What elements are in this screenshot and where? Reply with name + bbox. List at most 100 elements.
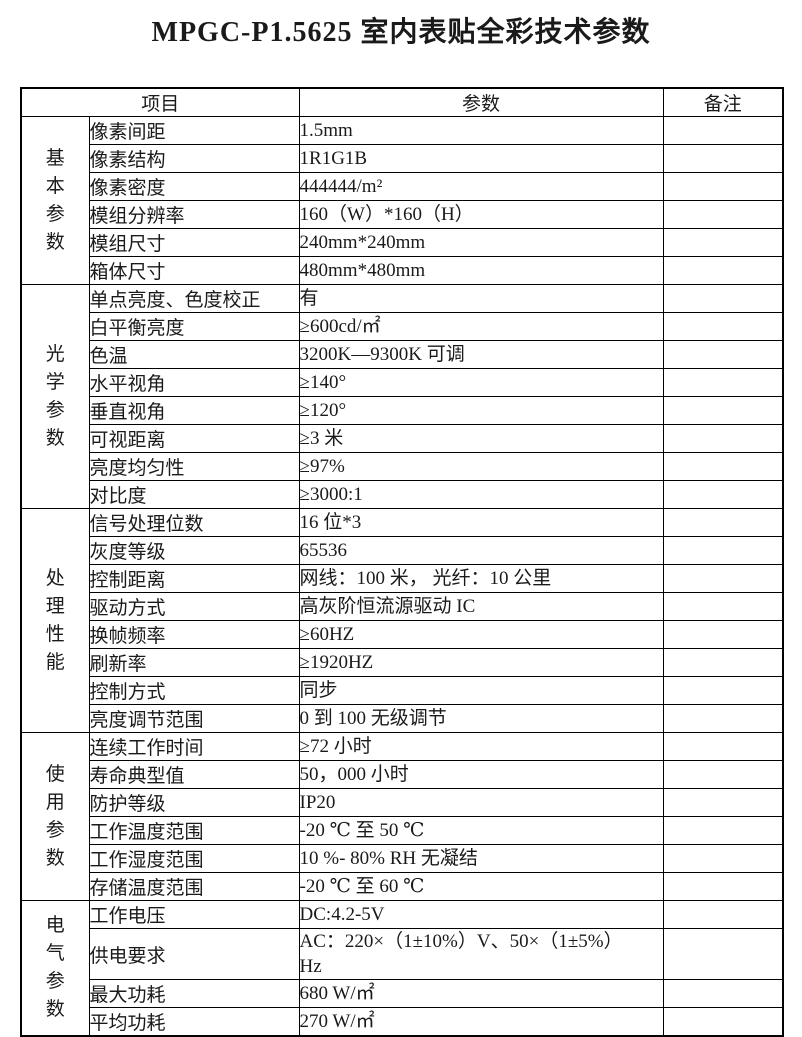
group-label-usage: 使用参数 — [20, 732, 90, 901]
item-cell: 白平衡亮度 — [88, 312, 300, 341]
table-row: 控制距离 网线：100 米， 光纤：10 公里 — [21, 564, 784, 593]
param-cell: ≥3000:1 — [298, 480, 664, 509]
remark-cell — [662, 536, 784, 565]
remark-cell — [662, 200, 784, 229]
table-row: 基本参数 像素间距 1.5mm — [20, 116, 784, 285]
remark-cell — [662, 592, 784, 621]
remark-cell — [662, 480, 784, 509]
param-cell: 1.5mm — [298, 116, 664, 145]
header-item: 项目 — [20, 87, 300, 117]
item-cell: 垂直视角 — [88, 396, 300, 425]
table-row: 对比度 ≥3000:1 — [21, 480, 784, 509]
item-cell: 控制方式 — [88, 676, 300, 705]
table-row: 工作温度范围 -20 ℃ 至 50 ℃ — [21, 816, 784, 845]
remark-cell — [662, 788, 784, 817]
table-row: 平均功耗 270 W/㎡ — [21, 1007, 784, 1037]
remark-cell — [662, 760, 784, 789]
param-cell: 同步 — [298, 676, 664, 705]
param-cell: ≥3 米 — [298, 424, 664, 453]
param-cell: IP20 — [298, 788, 664, 817]
header-remark: 备注 — [662, 87, 784, 117]
item-cell: 像素密度 — [88, 172, 300, 201]
item-cell: 工作电压 — [88, 900, 300, 929]
table-row: 水平视角 ≥140° — [21, 368, 784, 397]
table-row: 最大功耗 680 W/㎡ — [21, 979, 784, 1008]
param-cell: 高灰阶恒流源驱动 IC — [298, 592, 664, 621]
remark-cell — [662, 508, 784, 537]
param-cell: ≥600cd/㎡ — [298, 312, 664, 341]
item-cell: 信号处理位数 — [88, 508, 300, 537]
remark-cell — [662, 228, 784, 257]
item-cell: 存储温度范围 — [88, 872, 300, 901]
item-cell: 刷新率 — [88, 648, 300, 677]
group-label-text: 电气参数 — [45, 915, 65, 1020]
param-cell: 680 W/㎡ — [298, 979, 664, 1008]
param-cell: DC:4.2-5V — [298, 900, 664, 929]
remark-cell — [662, 312, 784, 341]
param-cell: 0 到 100 无级调节 — [298, 704, 664, 733]
param-cell: ≥1920HZ — [298, 648, 664, 677]
item-cell: 对比度 — [88, 480, 300, 509]
table-row: 模组分辨率 160（W）*160（H） — [21, 200, 784, 229]
table-row: 控制方式 同步 — [21, 676, 784, 705]
param-cell: 160（W）*160（H） — [298, 200, 664, 229]
item-cell: 亮度调节范围 — [88, 704, 300, 733]
table-row: 箱体尺寸 480mm*480mm — [21, 256, 784, 285]
param-cell: ≥72 小时 — [298, 732, 664, 761]
table-row: 垂直视角 ≥120° — [21, 396, 784, 425]
param-cell: ≥97% — [298, 452, 664, 481]
table-row: 供电要求 AC：220×（1±10%）V、50×（1±5%） Hz — [21, 928, 784, 980]
group-label-text: 基本参数 — [45, 147, 65, 253]
table-row: 亮度调节范围 0 到 100 无级调节 — [21, 704, 784, 733]
table-row: 白平衡亮度 ≥600cd/㎡ — [21, 312, 784, 341]
remark-cell — [662, 340, 784, 369]
table-row: 刷新率 ≥1920HZ — [21, 648, 784, 677]
item-cell: 驱动方式 — [88, 592, 300, 621]
item-cell: 工作湿度范围 — [88, 844, 300, 873]
param-cell: 444444/m² — [298, 172, 664, 201]
param-cell: 3200K—9300K 可调 — [298, 340, 664, 369]
item-cell: 单点亮度、色度校正 — [88, 284, 300, 313]
item-cell: 平均功耗 — [88, 1007, 300, 1037]
param-cell: 16 位*3 — [298, 508, 664, 537]
remark-cell — [662, 452, 784, 481]
group-label-text: 光学参数 — [45, 343, 65, 449]
item-cell: 色温 — [88, 340, 300, 369]
remark-cell — [662, 564, 784, 593]
remark-cell — [662, 648, 784, 677]
group-label-basic: 基本参数 — [20, 116, 90, 285]
remark-cell — [662, 676, 784, 705]
param-cell: ≥140° — [298, 368, 664, 397]
table-row: 色温 3200K—9300K 可调 — [21, 340, 784, 369]
item-cell: 可视距离 — [88, 424, 300, 453]
remark-cell — [662, 732, 784, 761]
item-cell: 寿命典型值 — [88, 760, 300, 789]
param-cell: 240mm*240mm — [298, 228, 664, 257]
remark-cell — [662, 1007, 784, 1037]
remark-cell — [662, 928, 784, 980]
page-title: MPGC-P1.5625 室内表贴全彩技术参数 — [151, 17, 651, 48]
spec-table: 项目 参数 备注 基本参数 像素间距 1.5mm 像素结构 1R1G1B 像素密度 4444… — [20, 87, 785, 1037]
item-cell: 最大功耗 — [88, 979, 300, 1008]
spec-table-header: 项目 参数 备注 — [20, 87, 784, 117]
group-label-text: 使用参数 — [45, 763, 65, 869]
table-row: 可视距离 ≥3 米 — [21, 424, 784, 453]
param-cell: ≥120° — [298, 396, 664, 425]
remark-cell — [662, 368, 784, 397]
table-row: 换帧频率 ≥60HZ — [21, 620, 784, 649]
item-cell: 水平视角 — [88, 368, 300, 397]
remark-cell — [662, 284, 784, 313]
remark-cell — [662, 144, 784, 173]
param-cell: 有 — [298, 284, 664, 313]
table-row: 光学参数 单点亮度、色度校正有 — [20, 284, 784, 509]
remark-cell — [662, 816, 784, 845]
item-cell: 控制距离 — [88, 564, 300, 593]
group-label-electrical: 电气参数 — [20, 900, 90, 1037]
table-row: 寿命典型值 50，000 小时 — [21, 760, 784, 789]
param-cell: 10 %- 80% RH 无凝结 — [298, 844, 664, 873]
param-cell: -20 ℃ 至 50 ℃ — [298, 816, 664, 845]
param-cell: 480mm*480mm — [298, 256, 664, 285]
remark-cell — [662, 116, 784, 145]
table-row: 模组尺寸 240mm*240mm — [21, 228, 784, 257]
remark-cell — [662, 872, 784, 901]
